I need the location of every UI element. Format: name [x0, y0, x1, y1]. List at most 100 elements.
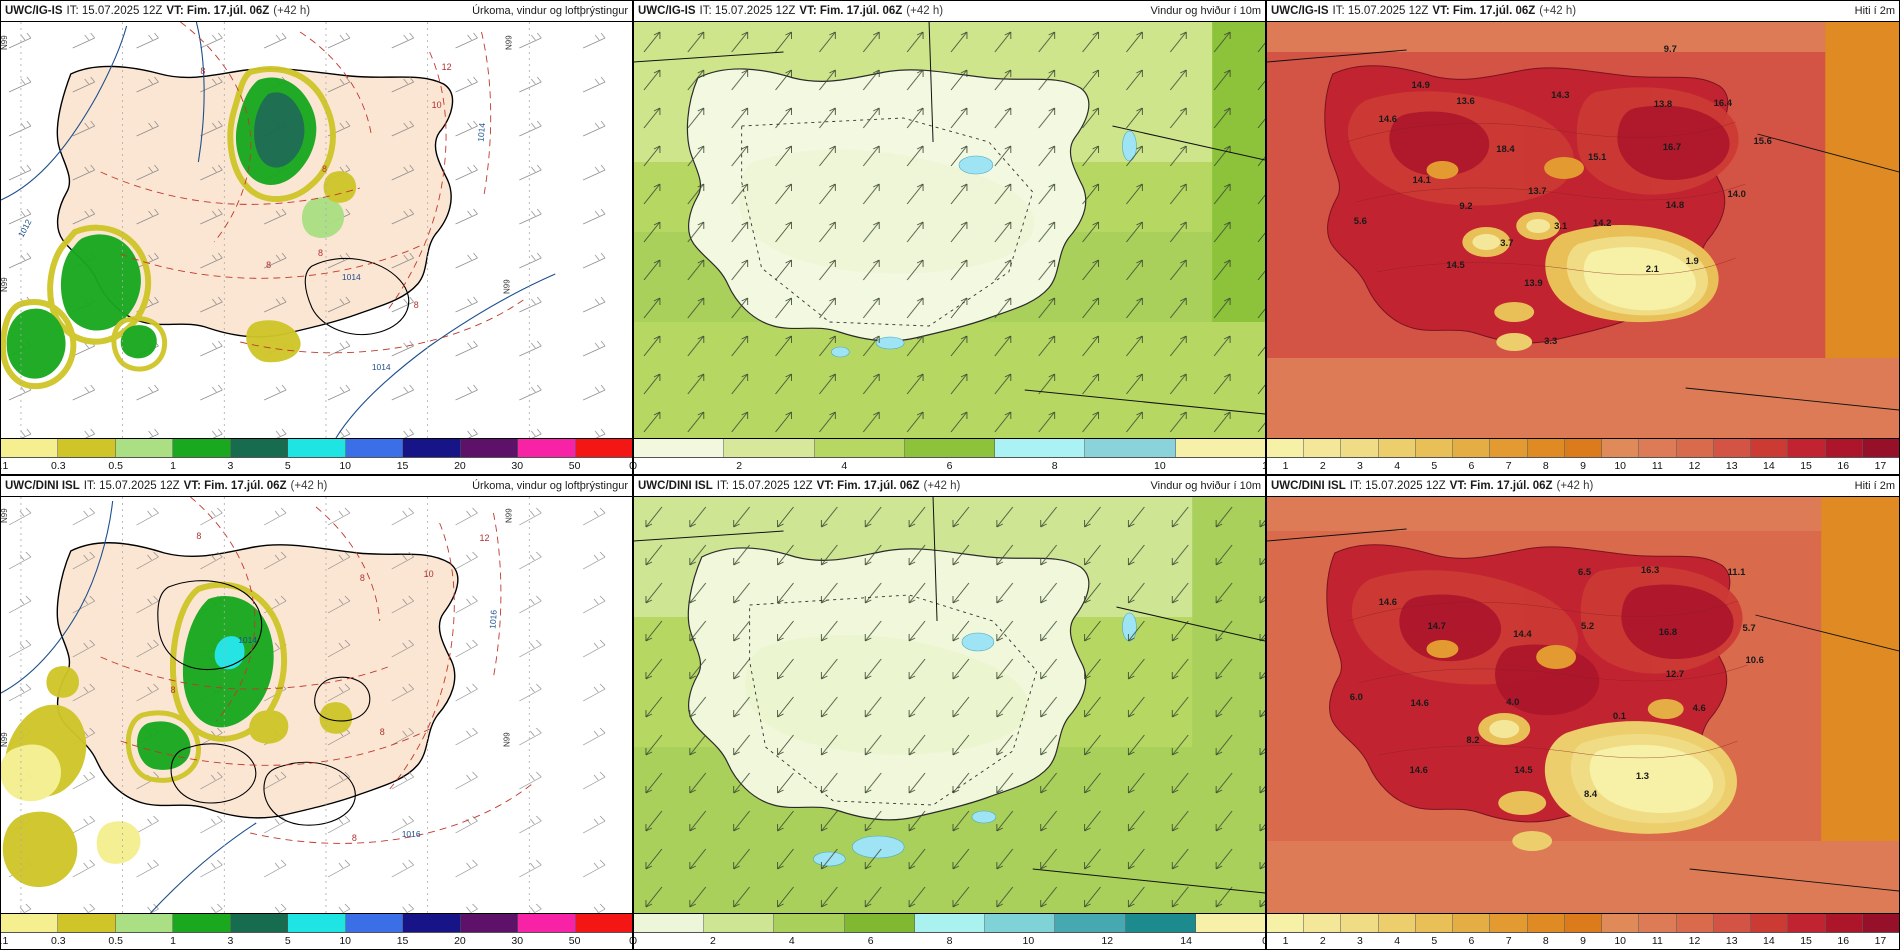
- init-time: IT: 15.07.2025 12Z: [1332, 5, 1429, 17]
- panel-temp-igis[interactable]: UWC/IG-IS IT: 15.07.2025 12Z VT: Fim. 17…: [1266, 0, 1900, 475]
- colorbar-tick-label: 4: [841, 460, 848, 472]
- colorbar-swatch: [1564, 914, 1603, 932]
- colorbar-tick-label: 12: [1101, 935, 1114, 947]
- colorbar-tick-label: 4: [1394, 460, 1401, 472]
- colorbar-tick-label: 15: [396, 935, 409, 947]
- colorbar-tick-label: 13: [1725, 460, 1738, 472]
- map-temp-igis[interactable]: 9.7 14.9 13.6 14.3 13.8 16.4 14.6 18.4 1…: [1267, 22, 1899, 438]
- colorbar-tick-label: 16: [1837, 935, 1850, 947]
- colorbar-tick-label: 14: [1763, 460, 1775, 472]
- panel-precip-igis[interactable]: UWC/IG-IS IT: 15.07.2025 12Z VT: Fim. 17…: [0, 0, 633, 475]
- panel-header: UWC/IG-IS IT: 15.07.2025 12Z VT: Fim. 17…: [634, 1, 1265, 22]
- init-time: IT: 15.07.2025 12Z: [716, 480, 813, 492]
- svg-text:2.1: 2.1: [1646, 264, 1659, 275]
- colorbar-tick-label: 3: [227, 935, 234, 947]
- colorbar-swatch: [1195, 914, 1265, 932]
- colorbar-ticks: 0 2 4 6 8 10 1: [634, 459, 1265, 474]
- colorbar-swatch: [173, 439, 231, 457]
- colorbar-tick-label: 1: [170, 935, 176, 947]
- panel-header: UWC/DINI ISL IT: 15.07.2025 12Z VT: Fim.…: [1267, 476, 1899, 497]
- svg-text:16.8: 16.8: [1659, 627, 1677, 638]
- colorbar-swatch: [1304, 439, 1342, 457]
- map-canvas: 1014 1016 1016 12 8 10 8 8 8 8 N99 N99 N…: [1, 497, 632, 913]
- panel-temp-dini[interactable]: UWC/DINI ISL IT: 15.07.2025 12Z VT: Fim.…: [1266, 475, 1900, 950]
- panel-header: UWC/IG-IS IT: 15.07.2025 12Z VT: Fim. 17…: [1267, 1, 1899, 22]
- model-name: UWC/DINI ISL: [5, 480, 80, 492]
- colorbar-swatch: [1055, 914, 1126, 932]
- svg-text:14.0: 14.0: [1728, 189, 1746, 200]
- svg-text:14.6: 14.6: [1379, 114, 1397, 125]
- map-precip-dini[interactable]: 1014 1016 1016 12 8 10 8 8 8 8 N99 N99 N…: [1, 497, 632, 913]
- colorbar-swatch: [1378, 439, 1416, 457]
- colorbar-swatch: [844, 914, 915, 932]
- svg-text:16.3: 16.3: [1641, 565, 1659, 576]
- colorbar-swatch: [1415, 439, 1454, 457]
- model-name: UWC/IG-IS: [1271, 5, 1329, 17]
- latlon-label: N99: [1, 277, 9, 292]
- latlon-label: N99: [502, 279, 511, 294]
- svg-text:13.6: 13.6: [1456, 96, 1474, 107]
- colorbar-tick-label: 0.5: [108, 935, 124, 947]
- panel-wind-igis[interactable]: UWC/IG-IS IT: 15.07.2025 12Z VT: Fim. 17…: [633, 0, 1266, 475]
- svg-text:8.2: 8.2: [1466, 735, 1479, 746]
- colorbar-swatch: [1639, 439, 1677, 457]
- colorbar-tick-label: 5: [1431, 460, 1438, 472]
- colorbar-tick-label: 8: [1542, 935, 1549, 947]
- colorbar-tick-label: 1: [1282, 460, 1289, 472]
- colorbar-swatch: [1341, 439, 1379, 457]
- map-precip-igis[interactable]: 1012 1014 1014 1014 12 10 8 8 8 8 8 N99 …: [1, 22, 632, 438]
- colorbar-swatch: [288, 914, 346, 932]
- valid-time: VT: Fim. 17.júl. 06Z: [183, 480, 287, 492]
- svg-text:1.9: 1.9: [1686, 256, 1699, 267]
- colorbar-tick-label: 0: [629, 935, 632, 947]
- temp-value-labels: 6.5 14.6 16.3 11.1 14.7 14.4 5.2 16.8 5.…: [1350, 565, 1764, 800]
- colorbar-ticks: 1 2 3 4 5 6 7 8 9 10 11 12 13 14 15 16 17: [1267, 934, 1899, 949]
- panel-header: UWC/DINI ISL IT: 15.07.2025 12Z VT: Fim.…: [1, 476, 632, 497]
- colorbar-tick-label: 50: [568, 935, 581, 947]
- colorbar-tick-label: 5: [284, 460, 291, 472]
- map-canvas: [634, 497, 1265, 913]
- colorbar-tick-label: 0: [1262, 935, 1265, 947]
- colorbar-swatch: [1175, 439, 1265, 457]
- colorbar-tick-label: 6: [867, 935, 874, 947]
- map-wind-igis[interactable]: [634, 22, 1265, 438]
- colorbar-tick-label: 10: [339, 460, 352, 472]
- colorbar-swatch: [1825, 914, 1863, 932]
- map-temp-dini[interactable]: 6.5 14.6 16.3 11.1 14.7 14.4 5.2 16.8 5.…: [1267, 497, 1899, 913]
- colorbar-ticks: 0.1 0.3 0.5 1 3 5 10 15 20 30 50 0: [1, 459, 632, 474]
- field-label: Hiti í 2m: [1854, 480, 1895, 492]
- colorbar-swatch: [1527, 914, 1565, 932]
- colorbar-ticks: 0.1 0.3 0.5 1 3 5 10 15 20 30 50 0: [1, 934, 632, 949]
- colorbar-swatch: [58, 439, 116, 457]
- contour-label: 8: [170, 685, 175, 695]
- map-wind-dini[interactable]: [634, 497, 1265, 913]
- svg-text:14.6: 14.6: [1410, 765, 1428, 776]
- model-name: UWC/IG-IS: [638, 5, 696, 17]
- colorbar-precip: 0.1 0.3 0.5 1 3 5 10 15 20 30 50 0: [1, 913, 632, 949]
- svg-text:15.6: 15.6: [1753, 136, 1771, 147]
- panel-wind-dini[interactable]: UWC/DINI ISL IT: 15.07.2025 12Z VT: Fim.…: [633, 475, 1266, 950]
- colorbar-tick-label: 8: [946, 935, 953, 947]
- panel-precip-dini[interactable]: UWC/DINI ISL IT: 15.07.2025 12Z VT: Fim.…: [0, 475, 633, 950]
- init-time: IT: 15.07.2025 12Z: [83, 480, 180, 492]
- colorbar-tick-label: 10: [1022, 935, 1035, 947]
- panel-header: UWC/DINI ISL IT: 15.07.2025 12Z VT: Fim.…: [634, 476, 1265, 497]
- colorbar-tick-label: 2: [736, 460, 743, 472]
- svg-text:4.0: 4.0: [1506, 697, 1519, 708]
- colorbar-tick-label: 0.1: [0, 935, 9, 947]
- contour-label: 10: [424, 569, 434, 579]
- lead-time: (+42 h): [906, 5, 944, 17]
- colorbar-swatch: [1825, 439, 1863, 457]
- contour-label: 10: [432, 100, 442, 110]
- lead-time: (+42 h): [923, 480, 961, 492]
- colorbar-tick-label: 10: [1614, 935, 1627, 947]
- colorbar-swatch: [914, 914, 986, 932]
- map-canvas: 6.5 14.6 16.3 11.1 14.7 14.4 5.2 16.8 5.…: [1267, 497, 1899, 913]
- colorbar-swatch: [1267, 914, 1305, 932]
- svg-text:5.2: 5.2: [1581, 621, 1594, 632]
- colorbar-swatch: [634, 439, 725, 457]
- colorbar-tick-label: 14: [1763, 935, 1775, 947]
- colorbar-swatch: [1378, 914, 1416, 932]
- svg-text:18.4: 18.4: [1496, 144, 1515, 155]
